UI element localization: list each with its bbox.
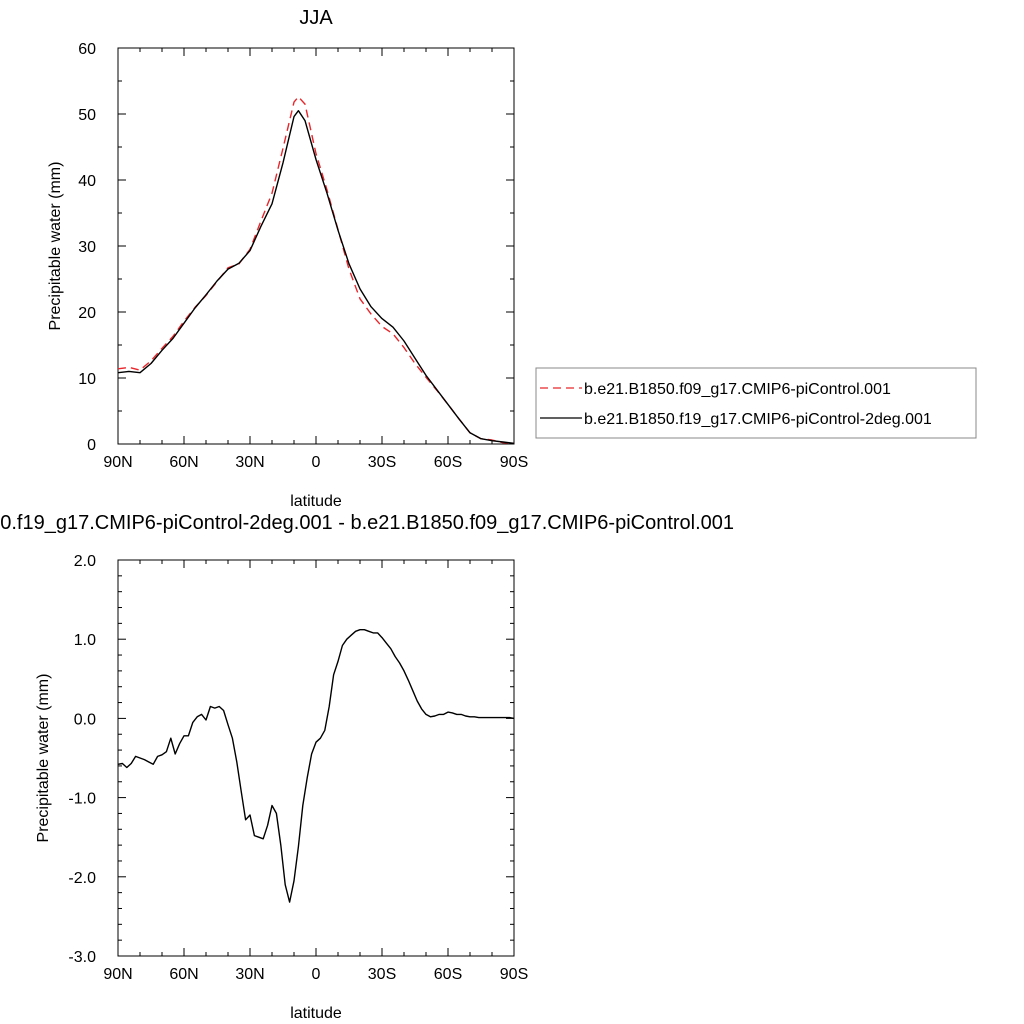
legend-entry-f19: b.e21.B1850.f19_g17.CMIP6-piControl-2deg… xyxy=(584,411,932,428)
legend-box xyxy=(535,367,977,439)
y-axis-label: Precipitable water (mm) xyxy=(35,674,52,843)
x-axis-label: latitude xyxy=(290,493,342,510)
x-tick-label: 0 xyxy=(312,454,321,471)
x-tick-label: 90N xyxy=(103,454,132,471)
x-tick-label: 30N xyxy=(235,966,264,983)
y-tick-label: 60 xyxy=(78,41,96,58)
chart-title: JJA xyxy=(299,7,333,29)
x-tick-label: 30N xyxy=(235,454,264,471)
y-tick-label: 50 xyxy=(78,107,96,124)
y-tick-label: 1.0 xyxy=(74,632,96,649)
x-tick-label: 90N xyxy=(103,966,132,983)
x-tick-label: 30S xyxy=(368,966,396,983)
y-tick-label: 0 xyxy=(87,437,96,454)
axis-ticks: 90N 60N 30N 0 30S 60S 90S 0 10 20 30 40 50 60 xyxy=(78,41,528,471)
y-tick-label: 0.0 xyxy=(74,711,96,728)
x-tick-label: 60N xyxy=(169,454,198,471)
x-tick-label: 30S xyxy=(368,454,396,471)
y-tick-label: 40 xyxy=(78,173,96,190)
x-axis-label: latitude xyxy=(290,1005,342,1022)
x-tick-label: 0 xyxy=(312,966,321,983)
y-tick-label: 2.0 xyxy=(74,553,96,570)
y-tick-label: 10 xyxy=(78,371,96,388)
y-tick-label: 20 xyxy=(78,305,96,322)
y-tick-label: -1.0 xyxy=(68,791,96,808)
x-tick-label: 90S xyxy=(500,454,528,471)
y-tick-label: 30 xyxy=(78,239,96,256)
y-axis-label: Precipitable water (mm) xyxy=(47,162,64,331)
legend: b.e21.B1850.f09_g17.CMIP6-piControl.001 … xyxy=(535,367,977,439)
top-chart: JJA 90N 60N 30N 0 30S 60S 90S 0 10 20 30 40 50 60 lat… xyxy=(47,7,528,510)
plot-frame xyxy=(117,47,515,445)
difference-chart-title: b.e21.B1850.f19_g17.CMIP6-piControl-2deg… xyxy=(0,512,734,534)
x-tick-label: 60N xyxy=(169,966,198,983)
series-line-0 xyxy=(117,629,515,903)
x-tick-label: 90S xyxy=(500,966,528,983)
x-tick-label: 60S xyxy=(434,454,462,471)
axis-ticks: 90N 60N 30N 0 30S 60S 90S -3.0 -2.0 -1.0 0.0 1.0 2.0 xyxy=(68,553,528,983)
series-line-0 xyxy=(117,96,515,444)
y-tick-label: -3.0 xyxy=(68,949,96,966)
series-lines xyxy=(117,96,515,444)
x-tick-label: 60S xyxy=(434,966,462,983)
plot-frame xyxy=(117,559,515,957)
difference-chart: b.e21.B1850.f19_g17.CMIP6-piControl-2deg… xyxy=(0,512,734,1022)
series-line-1 xyxy=(117,109,515,444)
y-tick-label: -2.0 xyxy=(68,870,96,887)
series-lines xyxy=(117,629,515,903)
legend-entry-f09: b.e21.B1850.f09_g17.CMIP6-piControl.001 xyxy=(584,381,891,398)
